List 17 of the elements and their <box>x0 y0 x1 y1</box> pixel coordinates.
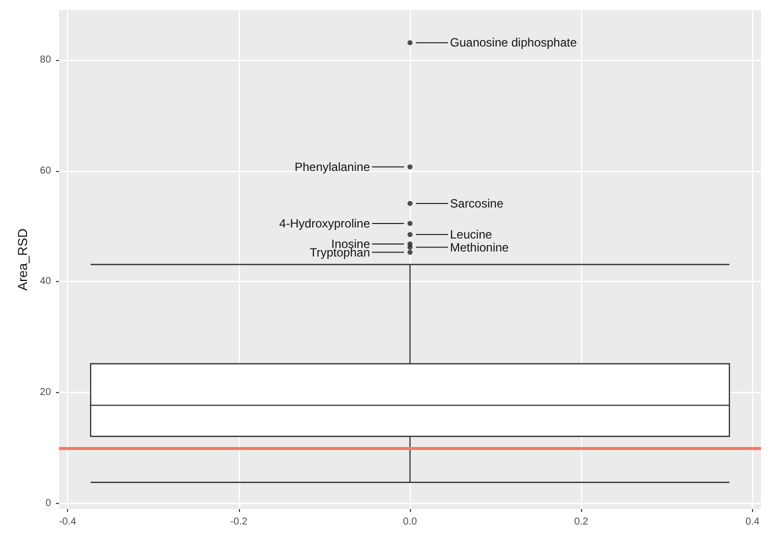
y-tick-label: 40 <box>40 276 52 288</box>
x2-tick-label: 0.0 <box>403 516 418 528</box>
annotation: 4-Hydroxyproline <box>279 216 370 230</box>
y-tick-label: 20 <box>40 387 52 398</box>
y-tick-label: 0 <box>45 498 52 509</box>
x2-tick-label: -0.2 <box>230 516 248 528</box>
x2-tick-label: 0.2 <box>574 516 589 528</box>
x2-tick-label: -0.4 <box>58 516 77 528</box>
y-tick-label: 60 <box>40 165 52 176</box>
y-tick-label: 80 <box>40 54 52 66</box>
y-axis-title: Area_RSD <box>15 228 30 291</box>
annotation: Phenylalanine <box>294 160 370 174</box>
x2-tick-label: 0.4 <box>745 516 760 528</box>
annotation: Guanosine diphosphate <box>450 36 578 50</box>
annotation: Sarcosine <box>450 196 504 210</box>
annotation: Leucine <box>450 228 492 242</box>
annotation: Methionine <box>450 240 510 254</box>
